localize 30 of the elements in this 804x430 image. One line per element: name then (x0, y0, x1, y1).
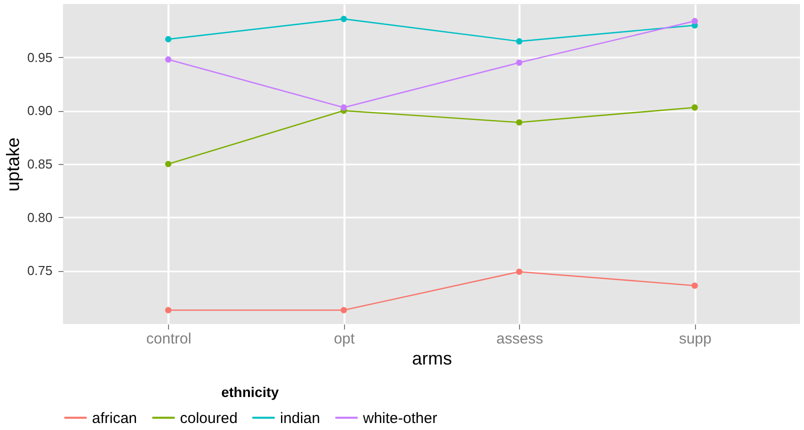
point (692, 18, 698, 24)
legend-label: african (92, 410, 138, 427)
point (516, 60, 522, 66)
point (165, 306, 172, 314)
point (516, 268, 522, 275)
x-tick-label: control (146, 330, 192, 348)
x-tick-label: assess (496, 330, 544, 348)
y-tick-label: 0.90 (27, 103, 52, 118)
legend-label: coloured (180, 410, 238, 427)
x-tick-label: supp (678, 330, 712, 348)
y-tick-label: 0.85 (27, 156, 52, 172)
y-tick-label: 0.95 (27, 50, 52, 65)
x-axis-title: arms (412, 348, 452, 368)
point (692, 282, 698, 289)
y-axis-title: uptake (3, 137, 24, 192)
x-tick-label: opt (334, 330, 356, 348)
legend-title: ethnicity (221, 384, 279, 400)
point (692, 104, 698, 111)
point (165, 36, 172, 42)
point (165, 160, 172, 168)
y-tick-label: 0.75 (27, 263, 52, 278)
legend-label: white-other (362, 410, 438, 427)
point (165, 56, 172, 63)
point (516, 38, 522, 44)
point (340, 16, 347, 22)
legend-label: indian (280, 410, 320, 427)
point (340, 104, 347, 111)
y-tick-label: 0.80 (27, 210, 52, 225)
point (340, 306, 347, 314)
point (516, 119, 522, 126)
